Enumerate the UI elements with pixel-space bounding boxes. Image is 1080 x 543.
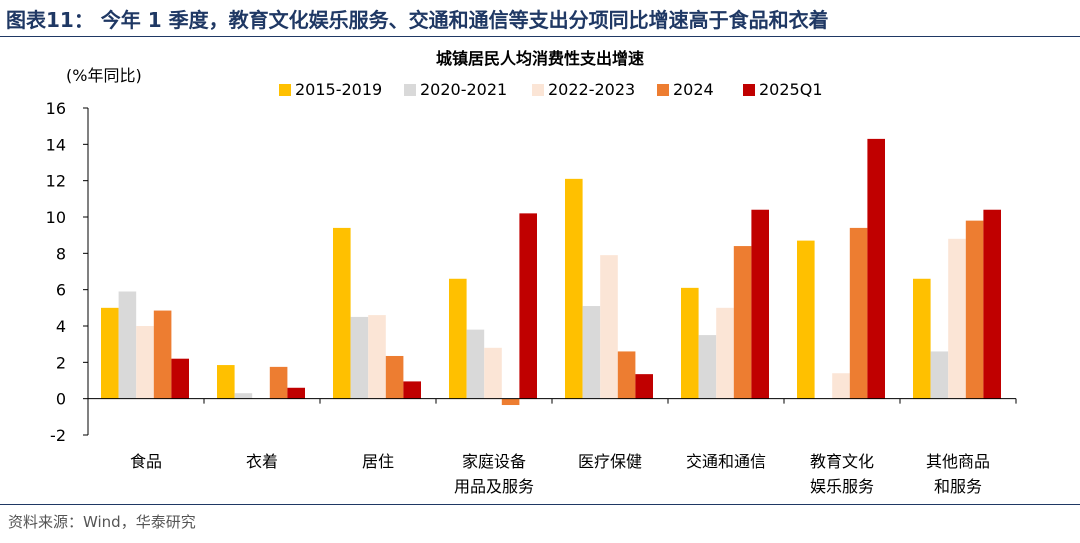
x-category-label: 教育文化 — [810, 452, 874, 471]
bottom-rule — [0, 504, 1080, 505]
legend-swatch — [743, 84, 755, 96]
bar — [403, 381, 421, 399]
x-category-label: 用品及服务 — [454, 477, 534, 496]
legend-label: 2025Q1 — [759, 80, 823, 99]
x-category-label: 医疗保健 — [578, 452, 642, 471]
bar — [269, 366, 288, 399]
bar — [171, 358, 189, 399]
bar — [913, 278, 931, 399]
legend-label: 2024 — [673, 80, 714, 99]
bar — [350, 316, 369, 399]
source-note: 资料来源：Wind，华泰研究 — [8, 513, 196, 531]
y-axis: -2 0 2 4 6 8 10 12 14 16 — [46, 99, 89, 445]
legend: 2015-2019 2020-2021 2022-2023 2024 2025Q1 — [279, 80, 823, 99]
y-tick-label: 0 — [56, 390, 66, 409]
bar — [832, 373, 850, 399]
bar — [867, 138, 885, 399]
bar — [385, 355, 404, 399]
legend-label: 2020-2021 — [420, 80, 507, 99]
bar — [333, 227, 351, 399]
legend-swatch — [404, 84, 416, 96]
x-category-label: 娱乐服务 — [810, 477, 874, 496]
y-axis-label: (%年同比) — [66, 66, 142, 85]
top-rule — [0, 36, 1080, 37]
x-category-label: 其他商品 — [926, 452, 990, 471]
x-category-label: 食品 — [130, 452, 162, 471]
y-tick-label: 14 — [46, 135, 66, 154]
bar — [716, 307, 734, 399]
bar — [965, 220, 984, 399]
legend-swatch — [532, 84, 544, 96]
bar — [930, 351, 949, 399]
bar — [849, 227, 868, 399]
bar — [582, 306, 601, 399]
x-category-label: 交通和通信 — [686, 452, 766, 471]
bar — [118, 291, 137, 399]
x-category-label: 和服务 — [934, 477, 982, 496]
legend-swatch — [657, 84, 669, 96]
bar — [101, 307, 119, 399]
y-tick-label: 4 — [56, 317, 66, 336]
bar — [983, 209, 1001, 399]
bars — [101, 138, 1001, 406]
y-tick-label: 8 — [56, 244, 66, 263]
bar — [368, 315, 386, 399]
bar — [751, 209, 769, 399]
legend-label: 2015-2019 — [295, 80, 382, 99]
bar — [153, 310, 172, 399]
bar — [600, 255, 618, 399]
bar — [234, 393, 253, 399]
legend-swatch — [279, 84, 291, 96]
y-tick-label: -2 — [50, 426, 66, 445]
figure-title: 图表11： 今年 1 季度，教育文化娱乐服务、交通和通信等支出分项同比增速高于食… — [6, 8, 829, 32]
legend-label: 2022-2023 — [548, 80, 635, 99]
y-tick-label: 16 — [46, 99, 66, 118]
chart-title: 城镇居民人均消费性支出增速 — [436, 49, 644, 68]
x-category-label: 居住 — [362, 452, 394, 471]
bar — [217, 365, 235, 399]
bar — [449, 278, 467, 399]
bar — [519, 213, 537, 399]
x-category-label: 衣着 — [246, 452, 278, 471]
bar — [287, 387, 305, 399]
x-category-label: 家庭设备 — [462, 452, 526, 471]
bar — [136, 326, 154, 399]
bar — [948, 238, 966, 399]
bar — [681, 287, 699, 399]
bar — [617, 351, 636, 399]
y-tick-label: 12 — [46, 172, 66, 191]
bar — [733, 246, 752, 399]
y-tick-label: 10 — [46, 208, 66, 227]
bar — [635, 374, 653, 399]
bar — [565, 178, 583, 399]
bar — [797, 240, 815, 399]
y-tick-label: 6 — [56, 281, 66, 300]
bar — [484, 347, 502, 399]
bar — [698, 335, 717, 399]
bar — [501, 398, 520, 406]
bar — [466, 329, 485, 399]
y-tick-label: 2 — [56, 353, 66, 372]
